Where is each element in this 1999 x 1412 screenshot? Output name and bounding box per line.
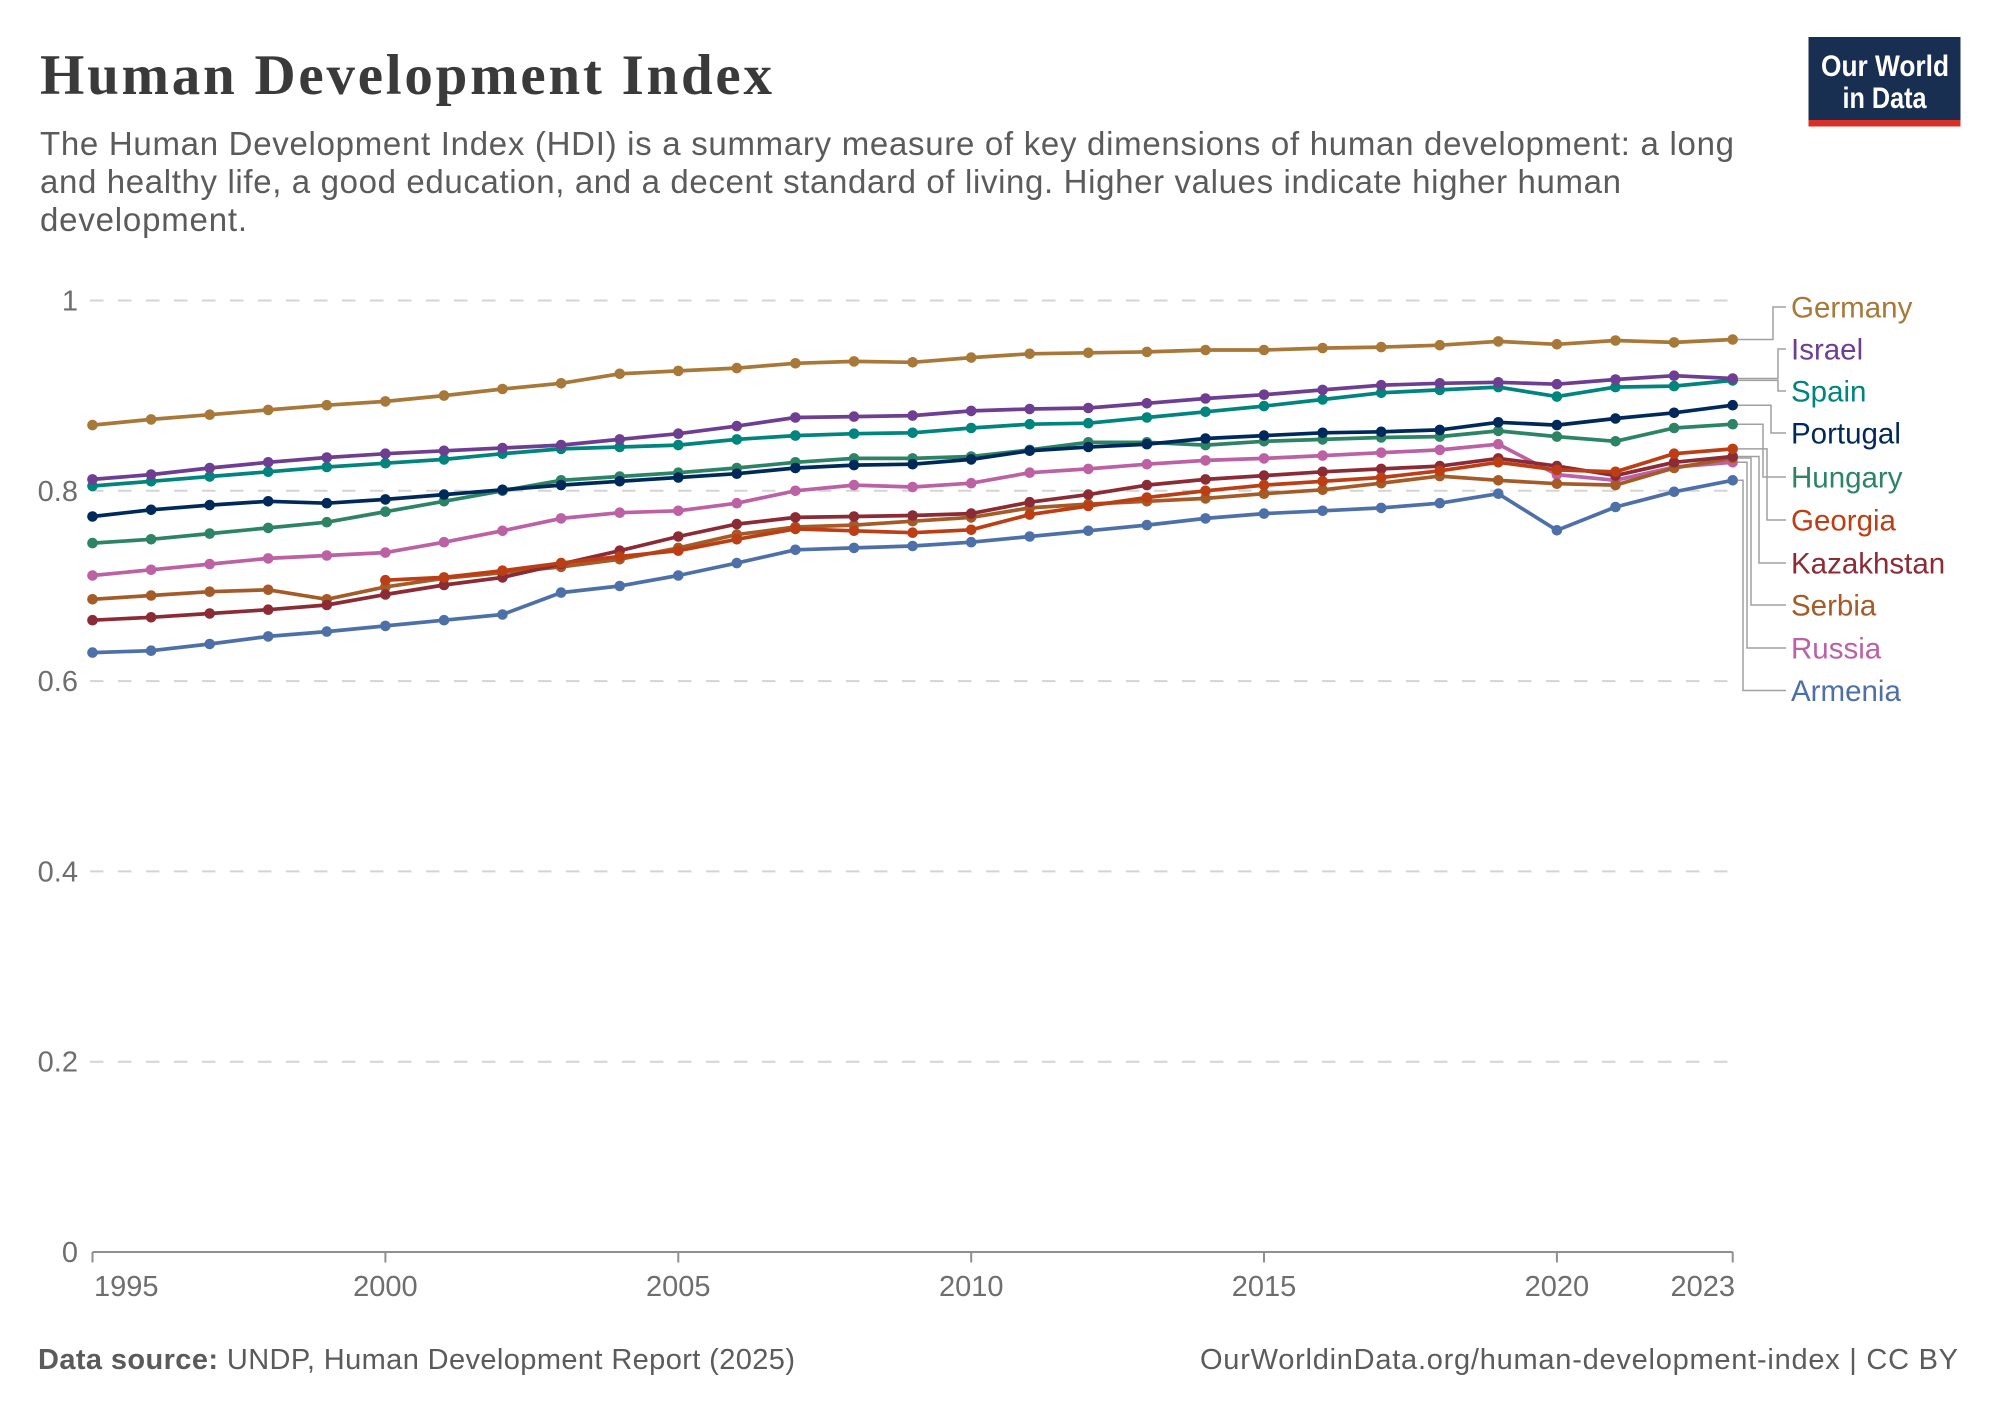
svg-text:Portugal: Portugal (1791, 418, 1901, 451)
svg-text:Georgia: Georgia (1791, 505, 1897, 538)
svg-text:development.: development. (40, 201, 247, 238)
svg-text:1: 1 (62, 286, 78, 318)
svg-text:Hungary: Hungary (1791, 462, 1903, 495)
svg-text:0: 0 (62, 1237, 78, 1269)
svg-text:2020: 2020 (1525, 1271, 1590, 1303)
svg-text:in Data: in Data (1843, 82, 1927, 115)
svg-text:1995: 1995 (94, 1271, 159, 1303)
svg-text:Armenia: Armenia (1791, 675, 1901, 708)
svg-text:and healthy life, a good educa: and healthy life, a good education, and … (40, 163, 1621, 200)
svg-text:2005: 2005 (646, 1271, 711, 1303)
svg-text:Russia: Russia (1791, 633, 1882, 666)
svg-text:0.2: 0.2 (38, 1047, 78, 1079)
svg-text:Spain: Spain (1791, 376, 1866, 409)
svg-text:2010: 2010 (939, 1271, 1004, 1303)
svg-text:2000: 2000 (353, 1271, 418, 1303)
svg-text:Germany: Germany (1791, 292, 1913, 325)
svg-text:Kazakhstan: Kazakhstan (1791, 548, 1945, 581)
svg-text:Data source: UNDP, Human Devel: Data source: UNDP, Human Development Rep… (38, 1344, 795, 1376)
svg-text:Human Development Index: Human Development Index (40, 44, 773, 107)
svg-text:OurWorldinData.org/human-devel: OurWorldinData.org/human-development-ind… (1200, 1344, 1958, 1376)
svg-text:0.8: 0.8 (38, 476, 78, 508)
svg-text:Our World: Our World (1821, 50, 1949, 83)
svg-text:2023: 2023 (1670, 1271, 1735, 1303)
svg-text:0.6: 0.6 (38, 666, 78, 698)
svg-text:0.4: 0.4 (38, 856, 78, 888)
svg-text:Serbia: Serbia (1791, 590, 1877, 623)
svg-text:2015: 2015 (1232, 1271, 1297, 1303)
svg-text:The Human Development Index (H: The Human Development Index (HDI) is a s… (40, 125, 1734, 162)
svg-text:Israel: Israel (1791, 334, 1863, 367)
